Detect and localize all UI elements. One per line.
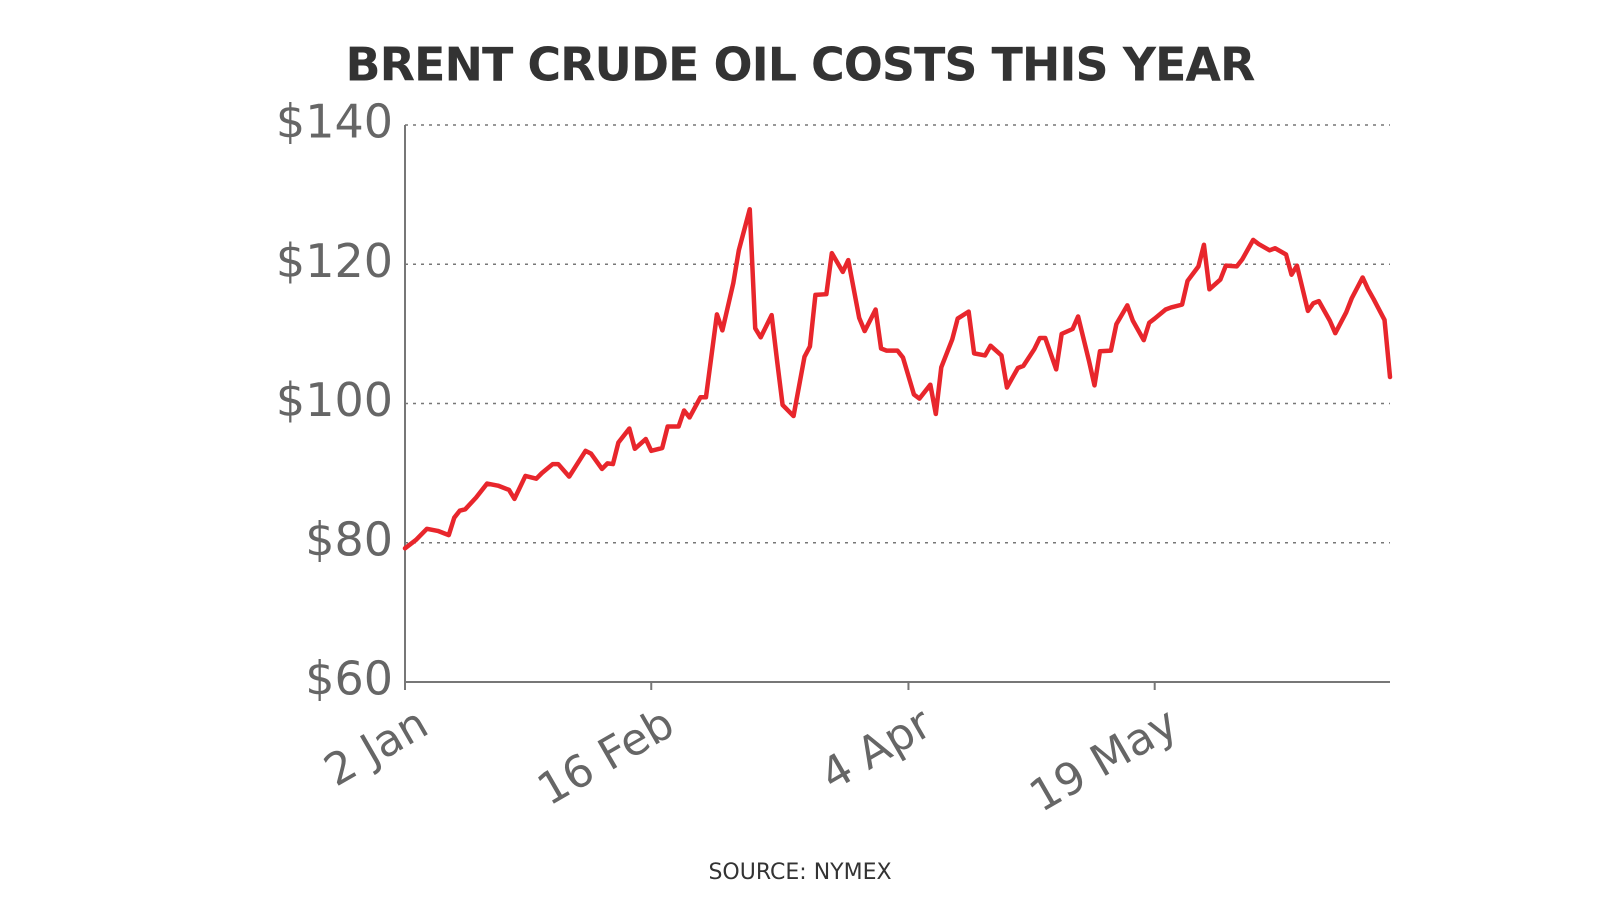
y-tick-label: $80 xyxy=(305,512,393,566)
chart-title: BRENT CRUDE OIL COSTS THIS YEAR xyxy=(346,38,1255,92)
x-tick-label: 19 May xyxy=(1021,698,1186,823)
y-tick-label: $100 xyxy=(276,373,393,427)
plot-area: $60 $80 $100 $120 $140 2 Jan 16 Feb 4 Apr 19 May xyxy=(276,95,1393,823)
source-note: SOURCE: NYMEX xyxy=(708,860,891,885)
y-tick-label: $140 xyxy=(276,95,393,149)
x-tick-label: 16 Feb xyxy=(529,698,683,816)
price-line xyxy=(402,207,1393,551)
y-tick-label: $120 xyxy=(276,234,393,288)
x-tick-label: 2 Jan xyxy=(316,698,437,797)
x-tick-label: 4 Apr xyxy=(812,697,941,801)
y-tick-label: $60 xyxy=(305,652,393,706)
